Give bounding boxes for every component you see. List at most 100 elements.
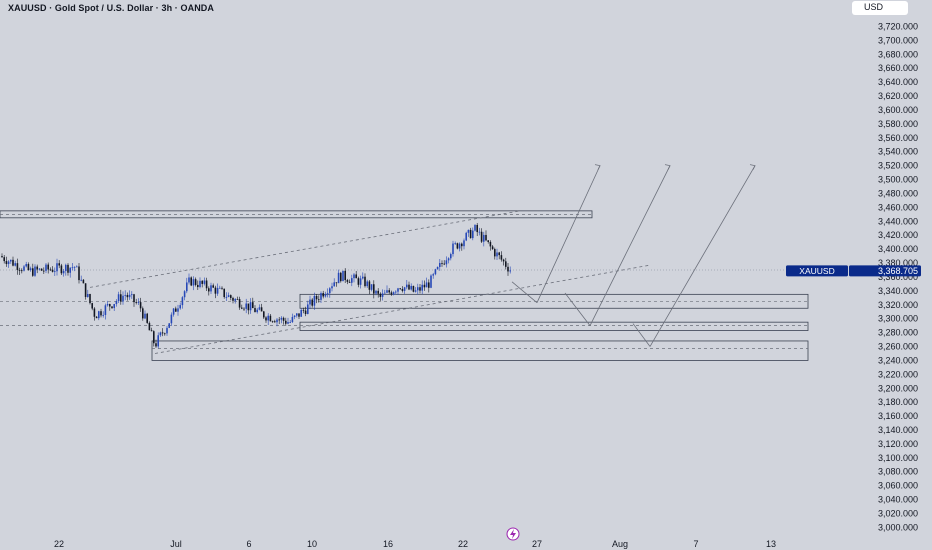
projection-path [649, 165, 756, 347]
price-axis[interactable]: 3,720.000 3,700.000 3,680.000 3,660.000 3,64… [878, 22, 918, 533]
candle-body [126, 294, 129, 298]
candles-layer [1, 222, 511, 349]
candle-body [100, 311, 102, 316]
candle-body [221, 287, 223, 289]
price-tick-label: 3,180.000 [878, 397, 918, 407]
candle-body [397, 288, 399, 292]
candle-body [287, 322, 289, 324]
candle-body [256, 309, 258, 313]
candle-body [80, 279, 82, 281]
zones-layer [0, 210, 809, 361]
candle-body [399, 288, 401, 290]
candle-body [230, 295, 232, 298]
candle-body [302, 309, 305, 311]
price-tick-label: 3,560.000 [878, 133, 918, 143]
candle-body [421, 284, 423, 291]
candle-body [254, 308, 256, 313]
price-tick-label: 3,460.000 [878, 202, 918, 212]
candle-body [16, 263, 19, 270]
last-price-symbol: XAUUSD [799, 266, 834, 276]
candle-body [214, 287, 217, 294]
candle-body [87, 294, 89, 297]
candle-body [144, 313, 146, 319]
currency-button[interactable]: USD [852, 1, 908, 15]
candle-body [122, 295, 124, 302]
candle-body [133, 294, 135, 303]
candle-body [315, 295, 318, 300]
candle-body [474, 224, 476, 231]
price-tick-label: 3,320.000 [878, 300, 918, 310]
candle-body [210, 285, 212, 292]
price-tick-label: 3,500.000 [878, 175, 918, 185]
zone-box [151, 340, 809, 361]
candle-body [117, 294, 120, 302]
candle-body [29, 268, 32, 271]
candle-body [260, 307, 263, 312]
price-tick-label: 3,640.000 [878, 77, 918, 87]
last-price-symbol-box [786, 265, 848, 277]
price-tick-label: 3,020.000 [878, 508, 918, 518]
lightning-icon[interactable] [506, 527, 520, 541]
candle-body [441, 262, 443, 264]
time-tick-label: 16 [383, 539, 393, 549]
candle-body [307, 304, 309, 314]
candle-body [232, 297, 234, 301]
candle-body [496, 252, 498, 257]
price-tick-label: 3,360.000 [878, 272, 918, 282]
candle-body [208, 288, 210, 292]
candle-body [485, 234, 487, 241]
candle-body [179, 305, 181, 309]
candle-body [47, 264, 49, 270]
candle-body [263, 311, 265, 318]
candle-body [417, 287, 419, 291]
zone-box [0, 210, 593, 219]
arrow-head-icon [664, 164, 671, 170]
candle-body [111, 306, 113, 309]
candle-body [311, 299, 313, 306]
candle-body [58, 263, 60, 266]
candle-body [505, 261, 507, 267]
candle-body [18, 269, 21, 271]
candle-body [423, 284, 426, 288]
candle-body [10, 259, 12, 262]
price-tick-label: 3,140.000 [878, 425, 918, 435]
candle-body [95, 316, 98, 319]
candle-body [249, 302, 252, 311]
candle-body [324, 294, 327, 297]
candle-body [370, 284, 373, 290]
price-tick-label: 3,660.000 [878, 63, 918, 73]
candle-body [379, 293, 382, 297]
candle-body [104, 305, 107, 315]
candle-body [291, 316, 294, 323]
candle-body [25, 264, 27, 267]
candle-body [461, 243, 463, 247]
candle-body [148, 322, 151, 331]
time-axis[interactable]: 22 Jul 6 10 16 22 27 Aug 7 13 [54, 539, 776, 549]
candle-body [21, 270, 23, 272]
candle-body [406, 284, 408, 288]
price-tick-label: 3,000.000 [878, 522, 918, 532]
trend-line [89, 210, 521, 288]
candle-body [472, 230, 474, 239]
candle-body [120, 294, 122, 302]
candle-body [322, 293, 324, 297]
price-tick-label: 3,120.000 [878, 439, 918, 449]
candle-body [414, 290, 417, 292]
candle-body [377, 290, 379, 294]
candle-body [56, 263, 58, 272]
candle-body [483, 234, 485, 242]
candle-body [51, 269, 54, 272]
candle-body [161, 332, 164, 334]
candle-body [40, 268, 43, 271]
candle-body [425, 282, 428, 288]
candle-body [502, 259, 505, 262]
chart-title: XAUUSD · Gold Spot / U.S. Dollar · 3h · … [8, 3, 215, 13]
candle-body [62, 270, 65, 274]
candle-body [476, 224, 478, 233]
candle-body [362, 276, 364, 279]
candle-body [192, 279, 195, 286]
candle-body [14, 263, 16, 266]
candle-body [155, 343, 157, 347]
price-tick-label: 3,220.000 [878, 369, 918, 379]
